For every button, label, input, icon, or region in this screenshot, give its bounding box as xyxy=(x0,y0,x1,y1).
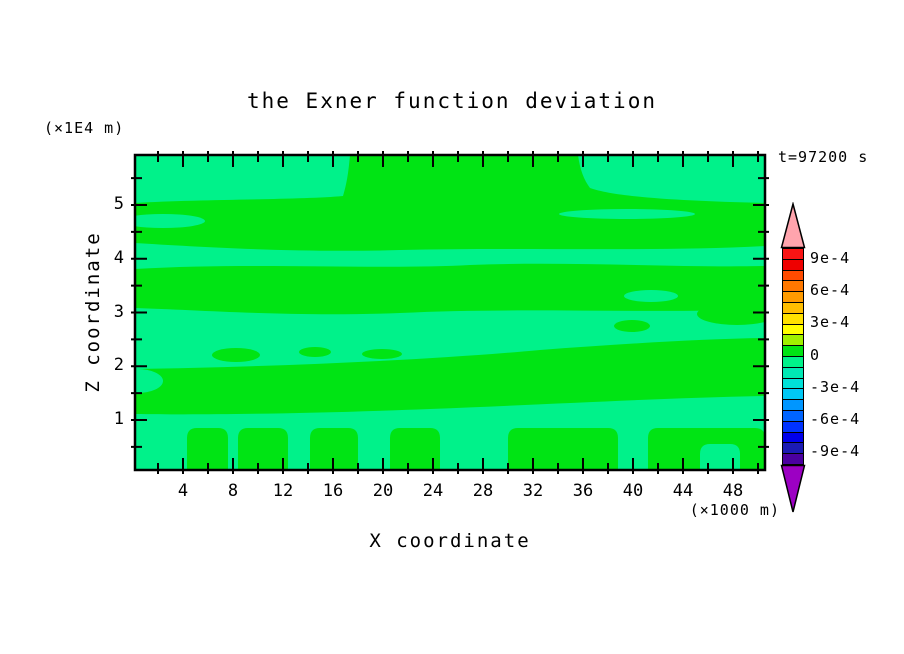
colorbar-segment xyxy=(783,432,803,444)
colorbar-segment xyxy=(783,324,803,336)
colorbar-segment xyxy=(783,378,803,390)
y-tick-label: 4 xyxy=(113,247,124,268)
colorbar-label: 0 xyxy=(810,345,821,364)
contour-field-svg xyxy=(131,151,769,474)
colorbar-label: 9e-4 xyxy=(810,249,851,268)
x-tick-label: 40 xyxy=(622,481,644,501)
colorbar-segment xyxy=(783,389,803,401)
colorbar-segment xyxy=(783,443,803,455)
figure-title: the Exner function deviation xyxy=(246,89,657,113)
y-tick-label: 3 xyxy=(113,301,124,322)
plot-frame xyxy=(133,153,767,472)
colorbar xyxy=(782,248,804,465)
colorbar-segment xyxy=(783,259,803,271)
x-tick-label: 20 xyxy=(372,481,394,501)
y-tick-label: 2 xyxy=(113,355,124,376)
colorbar-label: 6e-4 xyxy=(810,281,851,300)
colorbar-label: -6e-4 xyxy=(810,409,861,428)
colorbar-segment xyxy=(783,400,803,411)
contour-field xyxy=(135,155,765,470)
colorbar-segment xyxy=(783,367,803,379)
colorbar-segment xyxy=(783,346,803,357)
x-unit-label: (×1000 m) xyxy=(689,501,780,519)
colorbar-segment xyxy=(783,292,803,303)
colorbar-segment xyxy=(783,249,803,260)
y-tick-label: 1 xyxy=(113,409,124,429)
colorbar-label: 3e-4 xyxy=(810,313,851,332)
x-tick-label: 16 xyxy=(322,481,344,501)
colorbar-segment xyxy=(783,356,803,368)
x-axis-label: X coordinate xyxy=(369,530,531,552)
x-tick-label: 24 xyxy=(422,481,444,501)
x-tick-label: 36 xyxy=(572,481,594,501)
time-annotation: t=97200 s xyxy=(778,148,869,166)
colorbar-label: -9e-4 xyxy=(810,441,861,460)
x-tick-label: 12 xyxy=(272,481,294,501)
colorbar-label: -3e-4 xyxy=(810,377,861,396)
colorbar-segment xyxy=(783,410,803,422)
x-tick-label: 8 xyxy=(227,481,239,501)
colorbar-segment xyxy=(783,335,803,347)
x-tick-label: 4 xyxy=(177,481,189,501)
x-tick-label: 32 xyxy=(522,481,544,501)
colorbar-segment xyxy=(783,454,803,464)
y-tick-label: 5 xyxy=(113,194,124,214)
colorbar-segment xyxy=(783,270,803,282)
x-tick-label: 28 xyxy=(472,481,494,501)
x-tick-label: 44 xyxy=(672,481,694,501)
colorbar-segment xyxy=(783,281,803,293)
colorbar-under-arrow xyxy=(780,464,806,513)
colorbar-segment xyxy=(783,421,803,433)
colorbar-segment xyxy=(783,313,803,325)
colorbar-segment xyxy=(783,302,803,314)
y-unit-label: (×1E4 m) xyxy=(44,119,125,137)
x-tick-label: 48 xyxy=(722,481,744,501)
colorbar-over-arrow xyxy=(780,202,806,249)
